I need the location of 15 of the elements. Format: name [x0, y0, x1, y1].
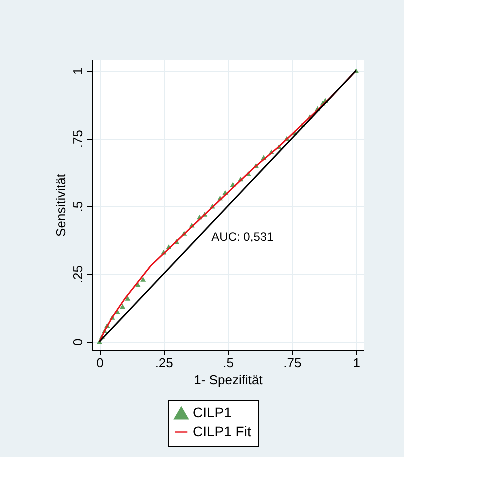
x-tick-label: .5 — [223, 356, 234, 370]
x-tick-label: .75 — [284, 356, 302, 370]
y-tick-label: .75 — [70, 130, 86, 148]
x-tick-label: 0 — [96, 356, 104, 370]
legend-label: CILP1 Fit — [193, 424, 252, 440]
y-tick-label: .25 — [70, 266, 86, 284]
y-tick-label: 1 — [70, 68, 86, 75]
legend-label: CILP1 — [193, 404, 232, 420]
x-axis-title: 1- Spezifität — [194, 372, 264, 388]
annotation: AUC: 0,531 — [212, 230, 274, 244]
y-tick-label: 0 — [70, 338, 86, 346]
y-axis-title: Sensitivität — [54, 174, 68, 237]
x-tick-label: 1 — [353, 356, 360, 370]
x-tick-label: .25 — [155, 356, 174, 370]
y-tick-label: .5 — [70, 201, 86, 212]
